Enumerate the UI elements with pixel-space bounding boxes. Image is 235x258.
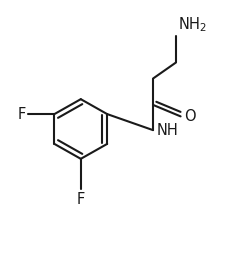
Text: NH: NH bbox=[157, 123, 178, 138]
Text: O: O bbox=[184, 109, 196, 124]
Text: NH$_2$: NH$_2$ bbox=[178, 15, 207, 34]
Text: F: F bbox=[17, 107, 26, 122]
Text: F: F bbox=[77, 192, 85, 207]
